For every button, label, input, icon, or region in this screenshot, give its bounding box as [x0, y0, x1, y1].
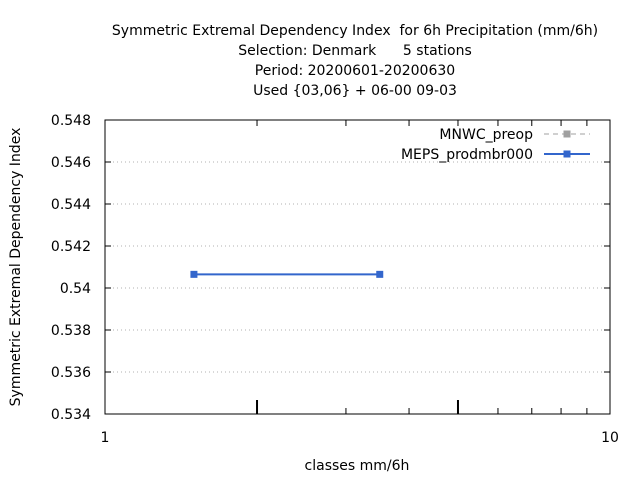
title-line: Used {03,06} + 06-00 09-03	[253, 83, 457, 99]
plot-frame	[104, 119, 611, 415]
y-tick-label: 0.546	[51, 155, 91, 171]
title-line: Period: 20200601-20200630	[255, 63, 455, 79]
legend: MNWC_preop MEPS_prodmbr000	[401, 127, 590, 163]
y-tick-label: 0.544	[51, 197, 91, 213]
legend-marker	[563, 150, 571, 158]
y-tick-label: 0.548	[51, 113, 91, 129]
grid-lines	[105, 161, 610, 373]
y-axis: 0.534 0.536 0.538 0.54 0.542 0.544 0.546 0.548	[51, 113, 610, 423]
chart-title: Symmetric Extremal Dependency Index for …	[112, 23, 598, 99]
y-tick-label: 0.534	[51, 407, 91, 423]
title-line: Selection: Denmark 5 stations	[238, 43, 472, 59]
series-layer	[190, 270, 384, 278]
y-axis-label: Symmetric Extremal Dependency Index	[8, 128, 24, 407]
data-point	[190, 270, 198, 278]
legend-label: MNWC_preop	[439, 127, 533, 143]
title-line: Symmetric Extremal Dependency Index for …	[112, 23, 598, 39]
y-tick-label: 0.536	[51, 365, 91, 381]
y-tick-label: 0.54	[60, 281, 91, 297]
y-tick-label: 0.542	[51, 239, 91, 255]
legend-label: MEPS_prodmbr000	[401, 147, 533, 163]
x-axis: 1 10	[101, 120, 619, 446]
x-tick-label: 1	[101, 430, 110, 446]
y-tick-label: 0.538	[51, 323, 91, 339]
data-point	[376, 270, 384, 278]
x-axis-label: classes mm/6h	[305, 458, 410, 474]
x-tick-label: 10	[601, 430, 619, 446]
legend-marker	[563, 130, 571, 138]
